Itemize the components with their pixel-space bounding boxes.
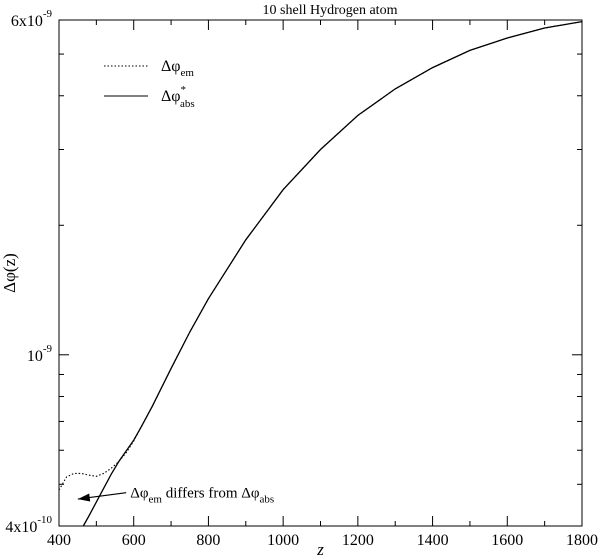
x-tick-label: 1800 (566, 532, 598, 549)
x-tick-label: 600 (122, 532, 146, 549)
y-axis-title: Δφ(z) (0, 253, 19, 293)
x-tick-label: 400 (47, 532, 71, 549)
y-tick-label: 6x10-9 (11, 8, 53, 30)
chart-title: 10 shell Hydrogen atom (263, 3, 398, 18)
annotation: Δφem differs from Δφabs (77, 486, 274, 506)
x-axis-title: z (316, 540, 324, 557)
y-tick-label: 10-9 (27, 343, 53, 365)
x-tick-label: 1200 (342, 532, 374, 549)
x-tick-label: 1400 (417, 532, 449, 549)
x-tick-label: 1000 (267, 532, 299, 549)
legend-label-0: Δφem (161, 58, 194, 79)
series-line-1 (82, 20, 583, 527)
x-tick-label: 800 (196, 532, 220, 549)
legend-label-1: Δφ* abs (161, 84, 195, 110)
annotation-arrow-head (77, 493, 91, 502)
axis-ticks (58, 19, 583, 527)
annotation-text: Δφem differs from Δφabs (130, 486, 274, 506)
axis-tick-labels: 400 600 800 1000 1200 1400 1600 1800 4x10-10 10-9… (5, 8, 598, 549)
series-line-0 (58, 21, 583, 491)
series-layer (58, 20, 583, 527)
y-tick-label: 4x10-10 (5, 514, 52, 536)
legend: Δφem Δφ* abs (104, 58, 195, 110)
x-tick-label: 1600 (491, 532, 523, 549)
